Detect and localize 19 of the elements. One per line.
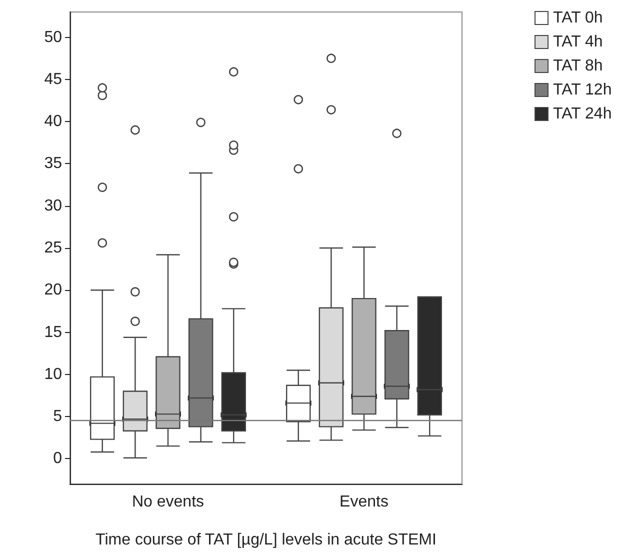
y-tick-label: 5 — [53, 408, 62, 426]
y-tick-label: 40 — [44, 113, 62, 130]
legend-label: TAT 8h — [553, 58, 603, 74]
legend-label: TAT 0h — [553, 10, 603, 26]
y-tick-label: 25 — [44, 240, 62, 256]
x-axis-title: Time course of TAT [µg/L] levels in acute STEMI — [96, 532, 436, 548]
y-tick-label: 30 — [44, 197, 62, 214]
y-tick-label: 10 — [44, 366, 62, 383]
legend-label: TAT 24h — [553, 106, 612, 122]
legend-label: TAT 4h — [553, 34, 603, 50]
y-tick-label: 0 — [53, 450, 62, 468]
y-tick-label: 45 — [44, 70, 62, 88]
x-tick-label: Events — [340, 494, 388, 510]
y-tick-label: 15 — [44, 324, 62, 341]
y-tick-label: 20 — [44, 282, 62, 299]
legend-label: TAT 12h — [553, 82, 612, 98]
y-tick-label: 50 — [44, 28, 62, 46]
x-tick-label: No events — [132, 494, 204, 510]
y-tick-label: 35 — [44, 155, 62, 172]
